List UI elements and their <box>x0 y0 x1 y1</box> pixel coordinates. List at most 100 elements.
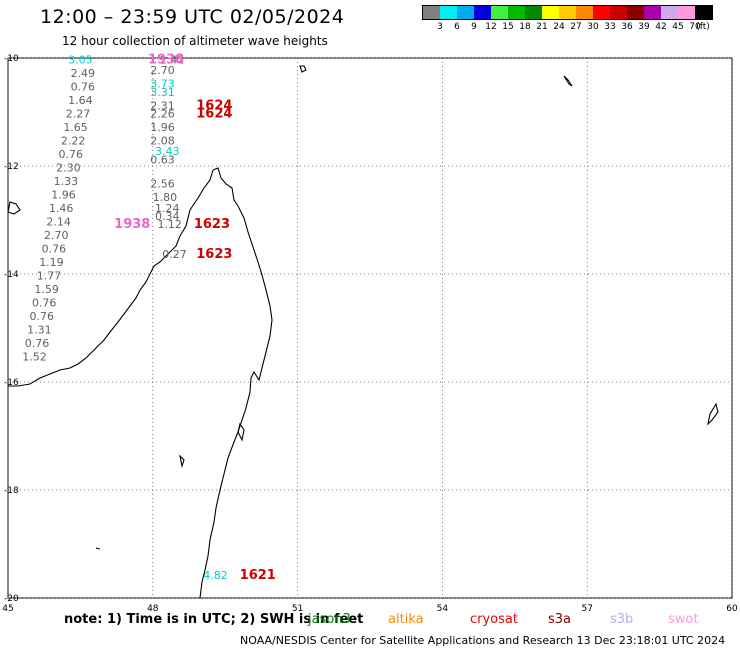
legend-swatch <box>508 6 525 19</box>
lon-tick-label: 54 <box>437 604 449 614</box>
wave-height-value: 2.22 <box>61 134 86 147</box>
island-coast <box>707 402 719 426</box>
legend-label: 42 <box>655 22 667 32</box>
wave-height-value: 0.76 <box>58 148 83 161</box>
legend-swatch <box>491 6 508 19</box>
wave-height-value: 0.76 <box>32 296 57 309</box>
legend-label: 33 <box>604 22 616 32</box>
legend-swatch <box>593 6 610 19</box>
legend-swatch <box>678 6 695 19</box>
legend-swatch <box>542 6 559 19</box>
legend-label: 3 <box>437 22 443 32</box>
legend-swatch <box>474 6 491 19</box>
lat-tick-label: -12 <box>4 162 19 172</box>
map-subtitle: 12 hour collection of altimeter wave hei… <box>62 34 328 48</box>
lat-tick-label: -14 <box>4 270 19 280</box>
wave-height-value: 1.24 <box>155 202 180 215</box>
wave-height-value: 1.46 <box>49 202 74 215</box>
legend-label: 18 <box>519 22 531 32</box>
satellite-name-altika: altika <box>388 612 424 627</box>
legend-color-bar <box>422 5 713 20</box>
lon-tick-label: 57 <box>581 604 592 614</box>
pass-time-label: 1938 <box>114 217 150 232</box>
pass-time-label: 1938 <box>148 52 184 67</box>
legend-label: 15 <box>502 22 514 32</box>
legend-swatch <box>627 6 644 19</box>
satellite-name-cryosat: cryosat <box>470 612 518 627</box>
madagascar-coastline <box>199 167 273 599</box>
observation-labels: 3.052.490.761.642.271.652.220.762.301.33… <box>22 52 276 583</box>
wave-height-value: 0.76 <box>30 310 55 323</box>
wave-height-value: 0.34 <box>155 210 180 223</box>
legend-label: 30 <box>587 22 599 32</box>
wave-height-value: 1.59 <box>34 283 59 296</box>
wave-height-value: 4.82 <box>203 569 228 582</box>
legend-labels: 3 6 9 12 15 18 21 24 27 30 33 36 39 42 45 70 (ft) <box>422 20 713 34</box>
legend-swatch <box>525 6 542 19</box>
lat-tick-label: -10 <box>4 54 19 64</box>
legend-label: 36 <box>621 22 633 32</box>
wave-height-value: 1.64 <box>68 94 93 107</box>
lon-tick-label: 45 <box>2 604 13 614</box>
wave-height-value: 2.70 <box>44 229 69 242</box>
legend-swatch <box>559 6 576 19</box>
wave-height-legend: 3 6 9 12 15 18 21 24 27 30 33 36 39 42 45 70 (ft) <box>422 5 713 34</box>
satellite-name-s3b: s3b <box>610 612 634 627</box>
legend-swatch <box>423 6 440 19</box>
wave-height-value: 1.77 <box>37 269 62 282</box>
lat-tick-label: -18 <box>4 486 19 496</box>
island-coast <box>299 65 307 73</box>
legend-swatch <box>644 6 661 19</box>
pass-time-label: 1624 <box>196 106 232 121</box>
legend-label: 21 <box>536 22 548 32</box>
axis-tick-labels: 45 48 51 54 57 60 -10 -12 -14 -16 -18 -20 <box>2 54 738 614</box>
wave-height-value: 2.70 <box>150 64 175 77</box>
wave-height-value: 2.26 <box>150 107 175 120</box>
wave-height-value: 2.27 <box>66 107 91 120</box>
units-note: note: 1) Time is in UTC; 2) SWH is in fe… <box>64 612 364 627</box>
wave-height-value: 2.08 <box>150 134 175 147</box>
legend-swatch <box>695 6 712 19</box>
credit-footer: NOAA/NESDIS Center for Satellite Applica… <box>240 634 726 647</box>
legend-label: 6 <box>454 22 460 32</box>
wave-height-value: 0.76 <box>71 80 96 93</box>
wave-height-value: 1.31 <box>27 323 52 336</box>
legend-swatch <box>661 6 678 19</box>
wave-height-value: 1.12 <box>157 218 182 231</box>
coastline <box>7 65 719 599</box>
wave-height-value: 3.05 <box>68 53 93 66</box>
wave-height-value: 0.63 <box>150 153 175 166</box>
wave-height-value: 2.49 <box>71 67 96 80</box>
legend-label: 45 <box>672 22 684 32</box>
legend-label: 39 <box>638 22 650 32</box>
legend-swatch <box>610 6 627 19</box>
island-coast <box>563 75 573 87</box>
wave-height-value: 2.56 <box>150 178 175 191</box>
legend-swatch <box>457 6 474 19</box>
legend-swatch <box>576 6 593 19</box>
lon-tick-label: 48 <box>147 604 159 614</box>
wave-height-value: 3.31 <box>150 86 175 99</box>
wave-height-value: 1.65 <box>63 121 88 134</box>
wave-height-value: 1.33 <box>54 175 79 188</box>
satellite-name-jason3: jason3 <box>308 612 351 627</box>
wave-height-value: 1.96 <box>51 188 76 201</box>
island-coast <box>7 201 21 215</box>
wave-height-value: 0.27 <box>162 248 187 261</box>
legend-label: 27 <box>570 22 582 32</box>
satellite-name-s3a: s3a <box>548 612 572 627</box>
legend-label: 70 <box>689 22 701 32</box>
pass-time-label: 1623 <box>194 217 230 232</box>
wave-height-value: 2.30 <box>56 161 81 174</box>
wave-height-value: 2.31 <box>150 99 175 112</box>
pass-time-label: 1624 <box>196 98 232 113</box>
pass-time-label: 1621 <box>240 568 276 583</box>
lat-tick-label: -16 <box>4 378 19 388</box>
legend-label: 12 <box>485 22 497 32</box>
wave-height-value: 3.43 <box>155 145 180 158</box>
island-coast <box>179 454 185 469</box>
wave-height-value: 1.96 <box>150 121 175 134</box>
wave-height-value: 1.80 <box>153 191 178 204</box>
island-coast <box>237 422 245 442</box>
